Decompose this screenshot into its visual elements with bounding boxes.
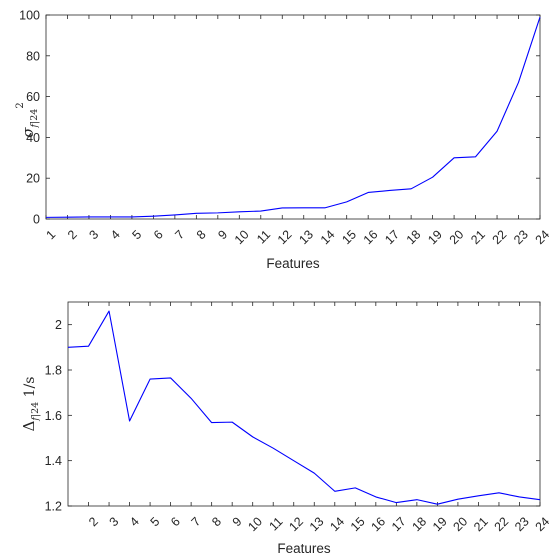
top-data-points bbox=[46, 17, 540, 217]
top-x-tick-label: 9 bbox=[215, 227, 230, 242]
top-x-tick-label: 10 bbox=[232, 227, 252, 247]
top-x-tick-label: 24 bbox=[533, 227, 553, 247]
top-x-tick-label: 3 bbox=[86, 227, 101, 242]
bottom-y-tick-label: 1.8 bbox=[45, 364, 62, 378]
y-axis-title-bottom-text: Δf|24 1/s bbox=[20, 377, 41, 432]
bottom-x-tick-label: 3 bbox=[107, 514, 122, 529]
bottom-x-tick-label: 16 bbox=[368, 514, 388, 534]
bottom-x-tick-label: 5 bbox=[148, 514, 163, 529]
y-axis-title-top-text: σf|242 bbox=[15, 102, 40, 137]
x-axis-title-bottom: Features bbox=[277, 541, 331, 556]
top-x-tick-label: 8 bbox=[194, 227, 209, 242]
bottom-x-tick-label: 22 bbox=[492, 514, 512, 534]
top-x-tick-label: 13 bbox=[296, 227, 316, 247]
series-line-top bbox=[45, 16, 541, 218]
bottom-x-tick-label: 2 bbox=[86, 514, 101, 529]
bottom-x-tick-label: 20 bbox=[451, 514, 471, 534]
bottom-y-tick-label: 1.2 bbox=[45, 500, 62, 514]
top-x-tick-label: 14 bbox=[318, 227, 338, 247]
bottom-x-tick-label: 4 bbox=[127, 514, 142, 529]
bottom-x-tick-label: 12 bbox=[286, 514, 306, 534]
top-y-tick-label: 100 bbox=[19, 9, 40, 23]
bottom-x-tick-label: 19 bbox=[430, 514, 450, 534]
bottom-x-tick-label: 18 bbox=[409, 514, 429, 534]
bottom-x-tick-label: 11 bbox=[266, 514, 285, 533]
top-x-tick-label: 16 bbox=[361, 227, 381, 247]
plot-frame-bottom bbox=[67, 301, 541, 507]
plot-frame-top bbox=[45, 14, 541, 220]
top-x-tick-label: 20 bbox=[447, 227, 467, 247]
bottom-y-tick-label: 1.6 bbox=[45, 409, 62, 423]
x-axis-title-top: Features bbox=[266, 256, 320, 271]
bottom-x-tick-label: 14 bbox=[327, 514, 347, 534]
top-y-tick-label: 0 bbox=[33, 213, 40, 227]
bottom-x-tick-label: 17 bbox=[389, 514, 409, 534]
top-x-tick-label: 5 bbox=[129, 227, 144, 242]
bottom-x-tick-label: 15 bbox=[348, 514, 368, 534]
chart-bottom: 1.21.41.61.822 3 4 5 6 7 8 9 10 11 12 13 14 15 16 17 18 1… bbox=[20, 301, 553, 556]
bottom-x-tick-label: 10 bbox=[245, 514, 265, 534]
top-x-tick-label: 22 bbox=[490, 227, 510, 247]
top-x-tick-label: 1 bbox=[44, 227, 59, 242]
top-x-tick-label: 12 bbox=[275, 227, 295, 247]
y-axis-title-top: σf|242 bbox=[15, 102, 40, 137]
top-x-tick-label: 7 bbox=[172, 227, 187, 242]
top-x-tick-label: 15 bbox=[339, 227, 359, 247]
y-axis-title-bottom: Δf|24 1/s bbox=[20, 377, 41, 432]
top-x-tick-label: 11 bbox=[254, 227, 273, 246]
top-y-tick-label: 60 bbox=[26, 90, 40, 104]
top-y-tick-label: 20 bbox=[26, 172, 40, 186]
top-x-tick-label: 19 bbox=[425, 227, 445, 247]
top-x-tick-label: 21 bbox=[468, 227, 488, 247]
bottom-x-tick-label: 8 bbox=[209, 514, 224, 529]
top-x-tick-label: 2 bbox=[65, 227, 80, 242]
top-x-tick-label: 6 bbox=[151, 227, 166, 242]
bottom-axis-ticks: 1.21.41.61.822 3 4 5 6 7 8 9 10 11 12 13 14 15 16 17 18 1… bbox=[45, 302, 553, 534]
bottom-x-tick-label: 6 bbox=[168, 514, 183, 529]
bottom-x-tick-label: 23 bbox=[512, 514, 532, 534]
top-x-tick-label: 18 bbox=[404, 227, 424, 247]
bottom-x-tick-label: 24 bbox=[533, 514, 553, 534]
series-line-bottom bbox=[67, 310, 541, 505]
bottom-x-tick-label: 21 bbox=[471, 514, 491, 534]
bottom-x-tick-label: 13 bbox=[307, 514, 327, 534]
top-y-tick-label: 40 bbox=[26, 131, 40, 145]
top-x-tick-label: 23 bbox=[511, 227, 531, 247]
bottom-y-tick-label: 2 bbox=[55, 318, 62, 332]
top-y-tick-label: 80 bbox=[26, 49, 40, 63]
bottom-y-tick-label: 1.4 bbox=[45, 454, 62, 468]
top-x-tick-label: 17 bbox=[382, 227, 402, 247]
bottom-x-tick-label: 7 bbox=[189, 514, 204, 529]
bottom-data-points bbox=[68, 311, 540, 504]
bottom-x-tick-label: 9 bbox=[230, 514, 245, 529]
top-x-tick-label: 4 bbox=[108, 227, 123, 242]
